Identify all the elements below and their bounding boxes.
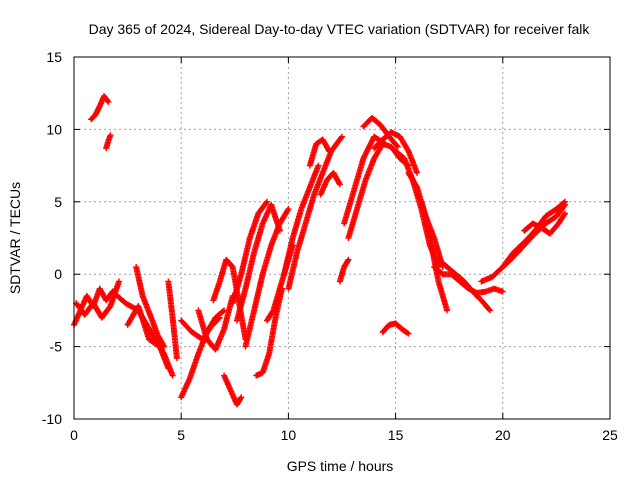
x-axis-ticks: 0 5 10 15 20 25 — [70, 57, 618, 443]
y-tick-label: -5 — [50, 339, 63, 355]
data-point — [263, 198, 270, 205]
data-series-track-28 — [379, 320, 412, 337]
data-point — [315, 162, 322, 169]
data-series-track-19 — [281, 162, 322, 278]
data-point — [405, 330, 412, 337]
x-tick-label: 5 — [177, 427, 185, 443]
data-series-track-13 — [221, 372, 245, 408]
data-series-track-16 — [242, 206, 292, 350]
data-series-track-31 — [418, 198, 451, 314]
data-point — [269, 308, 276, 315]
y-axis-ticks: 15 10 5 0 -5 -10 — [42, 49, 610, 427]
data-point — [165, 365, 172, 372]
y-tick-label: 0 — [54, 266, 62, 282]
data-point — [486, 307, 493, 314]
data-point — [215, 315, 222, 322]
data-series-track-27 — [371, 129, 421, 176]
data-point — [338, 134, 345, 141]
x-tick-label: 10 — [281, 427, 297, 443]
data-point — [104, 97, 111, 104]
data-point — [339, 133, 345, 140]
data-point — [560, 199, 567, 206]
data-point — [561, 210, 568, 217]
data-point — [336, 181, 343, 188]
data-point — [499, 288, 506, 295]
data-point — [326, 148, 333, 155]
data-point — [404, 329, 411, 336]
data-series-track-35 — [499, 198, 568, 270]
data-point — [216, 314, 223, 321]
data-point — [285, 206, 292, 213]
data-point — [238, 394, 245, 401]
data-series-track-8 — [165, 278, 180, 362]
data-point — [393, 142, 400, 149]
x-tick-label: 20 — [495, 427, 511, 443]
data-point — [220, 308, 227, 315]
x-axis-label: GPS time / hours — [287, 458, 394, 474]
data-series-track-22 — [317, 169, 343, 198]
data-point — [263, 199, 270, 206]
data-series-track-33 — [435, 256, 493, 314]
x-tick-label: 15 — [388, 427, 404, 443]
y-axis-label: SDTVAR / TECUs — [7, 182, 23, 294]
data-series-group — [71, 93, 568, 408]
grid-lines — [74, 57, 610, 419]
data-series-track-21 — [306, 136, 333, 169]
y-tick-label: 15 — [46, 49, 62, 65]
data-point — [107, 132, 114, 139]
y-tick-label: -10 — [42, 411, 62, 427]
data-point — [169, 372, 176, 379]
data-point — [345, 256, 352, 263]
data-series-track-6 — [124, 303, 172, 372]
data-point — [161, 343, 168, 350]
data-series-track-7 — [133, 263, 168, 350]
y-tick-label: 5 — [54, 194, 62, 210]
data-series-track-20 — [285, 133, 345, 292]
data-point — [336, 180, 343, 187]
data-series-track-36 — [521, 210, 568, 237]
data-point — [173, 355, 180, 362]
data-point — [561, 211, 568, 218]
data-point — [394, 143, 401, 150]
data-point — [414, 169, 421, 176]
data-point — [116, 278, 123, 285]
chart-title: Day 365 of 2024, Sidereal Day-to-day VTE… — [89, 21, 591, 37]
data-series-track-23 — [336, 256, 352, 285]
data-series-track-4 — [103, 132, 114, 152]
data-series-track-15 — [233, 201, 283, 324]
data-point — [105, 98, 112, 105]
plot-frame — [73, 56, 611, 420]
data-series-track-14 — [229, 198, 270, 307]
data-point — [444, 307, 451, 314]
x-tick-label: 25 — [602, 427, 618, 443]
data-point — [344, 257, 351, 264]
data-point — [485, 306, 492, 313]
x-tick-label: 0 — [70, 427, 78, 443]
data-point — [160, 342, 167, 349]
data-point — [237, 395, 244, 402]
data-point — [325, 146, 332, 153]
data-point — [561, 198, 568, 205]
y-tick-label: 10 — [46, 121, 62, 137]
data-series-track-3 — [88, 93, 112, 123]
data-series-track-24 — [341, 133, 388, 227]
